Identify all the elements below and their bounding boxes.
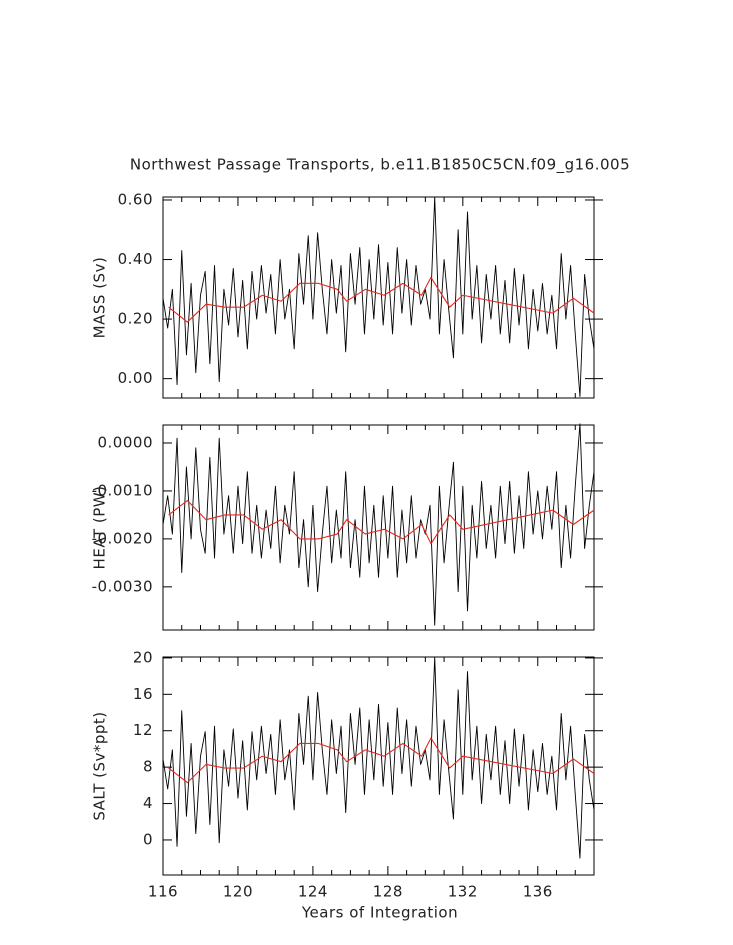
y-tick-label: -0.0020: [92, 529, 153, 547]
data-line: [168, 737, 595, 784]
y-tick-label: 12: [133, 721, 153, 739]
y-tick-label: -0.0030: [92, 577, 153, 595]
y-tick-label: 0.20: [118, 310, 153, 328]
x-tick-label: 128: [373, 883, 403, 901]
x-axis-label: Years of Integration: [301, 904, 458, 922]
y-tick-label: 0.60: [118, 190, 153, 208]
x-tick-label: 132: [448, 883, 478, 901]
plot-frame: [162, 424, 595, 631]
data-line: [162, 423, 595, 626]
y-tick-label: 20: [133, 648, 153, 666]
y-axis-label: SALT (Sv*ppt): [91, 711, 109, 820]
y-axis-label: MASS (Sv): [91, 257, 109, 339]
y-axis-label: HEAT (PW): [91, 486, 109, 570]
plot-frame: [162, 196, 595, 399]
x-tick-label: 136: [523, 883, 553, 901]
y-tick-label: 0.40: [118, 250, 153, 268]
data-line: [168, 276, 595, 323]
x-tick-label: 116: [148, 883, 178, 901]
data-line: [162, 196, 595, 397]
data-line: [162, 656, 595, 859]
chart-title: Northwest Passage Transports, b.e11.B185…: [130, 156, 630, 175]
y-tick-label: -0.0010: [92, 481, 153, 499]
plot-frame: [162, 656, 595, 876]
y-tick-label: 16: [133, 685, 153, 703]
y-tick-label: 4: [143, 794, 153, 812]
x-tick-label: 124: [298, 883, 328, 901]
y-tick-label: 8: [143, 758, 153, 776]
y-tick-label: 0.00: [118, 369, 153, 387]
x-tick-label: 120: [223, 883, 253, 901]
y-tick-label: 0.0000: [98, 433, 154, 451]
y-tick-label: 0: [143, 830, 153, 848]
data-line: [168, 499, 595, 545]
